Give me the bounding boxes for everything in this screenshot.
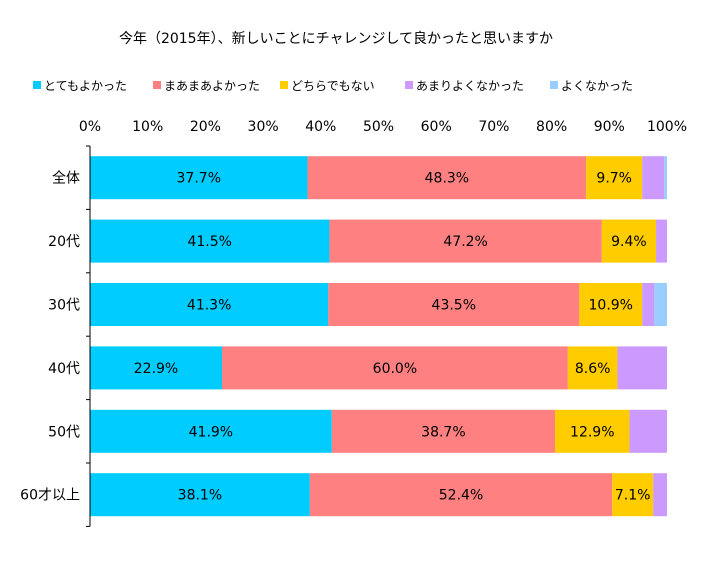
legend-label: どちらでもない: [291, 79, 375, 93]
data-label: 8.6%: [575, 361, 611, 377]
bar-segment: [579, 283, 643, 326]
bar-segment: [664, 156, 667, 200]
bar-segment: [328, 283, 580, 326]
x-tick-label: 60%: [421, 119, 452, 135]
bar-segment: [612, 473, 654, 517]
x-tick-label: 100%: [647, 119, 687, 135]
bar-segment: [601, 219, 657, 263]
bar-segment: [331, 409, 556, 453]
bar-segment: [90, 409, 332, 453]
bar-segment: [586, 156, 643, 200]
x-tick-label: 30%: [248, 119, 279, 135]
legend-item: あまりよくなかった: [405, 79, 524, 93]
x-tick-label: 70%: [478, 119, 509, 135]
legend: とてもよかった まあまあよかった どちらでもない あまりよくなかった よくなかった: [33, 79, 633, 93]
bar-segment: [642, 283, 655, 326]
data-label: 9.7%: [596, 171, 632, 187]
legend-item: とてもよかった: [33, 79, 127, 93]
data-label: 47.2%: [443, 234, 487, 250]
data-label: 43.5%: [432, 298, 476, 314]
plot-area: 37.7% 48.3% 9.7% 41.5% 47.2% 9.4% 41.3% 43.5% 10…: [90, 156, 667, 517]
bar-segment: [329, 219, 602, 263]
x-tick-label: 0%: [79, 119, 101, 135]
x-tick-label: 20%: [190, 119, 221, 135]
x-tick-label: 90%: [594, 119, 625, 135]
bar-segment: [90, 283, 329, 326]
data-label: 7.1%: [615, 488, 651, 504]
bar-segment: [555, 409, 630, 453]
bar-segment: [222, 346, 568, 390]
bar-segment: [567, 346, 618, 390]
data-label: 52.4%: [439, 488, 483, 504]
x-axis-tick-labels: 0% 10% 20% 30% 40% 50% 60% 70% 80% 90% 100%: [79, 119, 687, 135]
bar-segment: [656, 219, 667, 263]
data-label: 22.9%: [134, 361, 178, 377]
legend-label: とてもよかった: [44, 79, 127, 93]
bar-segment: [90, 346, 223, 390]
bar-segment: [309, 473, 613, 517]
bar-segment: [654, 283, 667, 326]
data-label: 60.0%: [373, 361, 417, 377]
bar-segment: [90, 219, 330, 263]
category-labels: 全体 20代 30代 40代 50代 60才以上: [20, 170, 80, 504]
x-tick-label: 50%: [363, 119, 394, 135]
data-label: 12.9%: [570, 424, 614, 440]
data-label: 41.3%: [187, 298, 231, 314]
category-label: 50代: [48, 424, 80, 440]
legend-item: よくなかった: [550, 79, 633, 93]
bar-segment: [629, 409, 667, 453]
legend-swatch: [405, 81, 413, 89]
bar-segment: [307, 156, 587, 200]
legend-item: まあまあよかった: [153, 79, 260, 93]
data-label: 38.7%: [421, 424, 465, 440]
bar-segment: [617, 346, 667, 390]
category-label: 40代: [48, 361, 80, 377]
data-label: 48.3%: [425, 171, 469, 187]
legend-item: どちらでもない: [280, 79, 375, 93]
data-label: 9.4%: [611, 234, 647, 250]
data-label: 10.9%: [589, 298, 633, 314]
category-label: 20代: [48, 234, 80, 250]
legend-label: まあまあよかった: [164, 79, 260, 93]
data-label: 41.9%: [189, 424, 233, 440]
x-tick-label: 10%: [132, 119, 163, 135]
bar-segment: [653, 473, 667, 517]
data-label: 38.1%: [178, 488, 222, 504]
data-label: 41.5%: [187, 234, 231, 250]
legend-swatch: [33, 81, 41, 89]
bar-segment: [90, 473, 310, 517]
category-label: 60才以上: [20, 488, 80, 504]
legend-label: あまりよくなかった: [416, 79, 524, 93]
category-label: 30代: [48, 298, 80, 314]
legend-swatch: [153, 81, 161, 89]
legend-label: よくなかった: [561, 79, 633, 93]
x-tick-label: 40%: [305, 119, 336, 135]
category-axis: [86, 145, 91, 527]
bar-segment: [90, 156, 308, 200]
chart-title: 今年（2015年）、新しいことにチャレンジして良かったと思いますか: [119, 31, 553, 47]
legend-swatch: [550, 81, 558, 89]
x-tick-label: 80%: [536, 119, 567, 135]
category-label: 全体: [52, 170, 80, 187]
data-label: 37.7%: [177, 171, 221, 187]
bar-segment: [642, 156, 665, 200]
legend-swatch: [280, 81, 288, 89]
